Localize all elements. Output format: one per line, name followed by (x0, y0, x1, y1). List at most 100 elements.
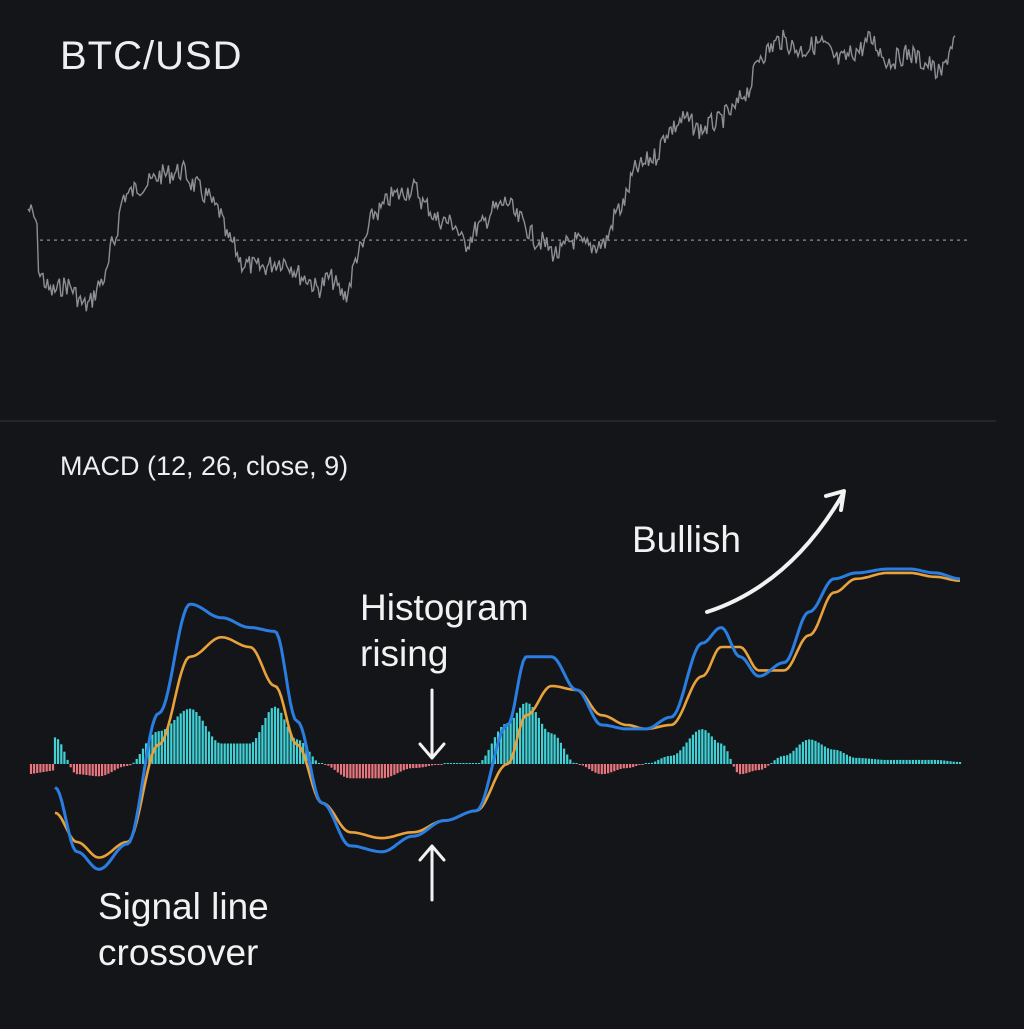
histogram-bar (585, 764, 588, 768)
histogram-bar (679, 750, 682, 764)
annotation-signal-line2: crossover (98, 932, 259, 973)
histogram-bar (179, 713, 182, 764)
histogram-bar (192, 709, 195, 764)
histogram-bar (311, 756, 314, 764)
histogram-bar (845, 754, 848, 764)
histogram-bar (801, 741, 804, 764)
histogram-bar (716, 742, 720, 764)
histogram-bar (641, 764, 644, 765)
histogram-bar (647, 763, 650, 764)
histogram-bar (842, 752, 845, 764)
histogram-bar (672, 755, 676, 764)
histogram-bar (943, 760, 946, 764)
histogram-bar (616, 764, 619, 770)
histogram-bar (468, 763, 471, 764)
histogram-bar (170, 723, 173, 764)
histogram-bar (751, 764, 754, 772)
histogram-bar (663, 757, 666, 764)
histogram-bar (691, 734, 694, 764)
histogram-bar (79, 764, 82, 775)
histogram-bar (427, 764, 430, 766)
histogram-bar (229, 743, 233, 764)
histogram-bar (126, 764, 129, 766)
histogram-bar (251, 742, 255, 764)
histogram-bar (75, 764, 79, 775)
histogram-bar (779, 756, 782, 764)
histogram-bar (484, 755, 487, 764)
histogram-bar (544, 728, 547, 764)
histogram-bar (418, 764, 421, 768)
histogram-bar (581, 764, 584, 766)
up-arrow-icon (418, 844, 446, 902)
histogram-bar (465, 763, 468, 764)
histogram-bar (732, 764, 735, 767)
histogram-bar (374, 764, 377, 779)
annotation-arrows (418, 489, 846, 902)
histogram-bar (729, 758, 732, 764)
histogram-bar (748, 764, 751, 773)
histogram-bar (72, 764, 75, 773)
histogram-bar (764, 764, 767, 768)
histogram-bar (798, 744, 801, 764)
annotation-signal-crossover: Signal line crossover (98, 884, 269, 976)
histogram-bar (33, 764, 36, 774)
histogram-bar (594, 764, 597, 773)
histogram-bar (440, 764, 443, 765)
histogram-bar (167, 726, 170, 764)
histogram-bar (575, 763, 578, 764)
histogram-bar (918, 759, 921, 764)
histogram-bar (541, 723, 544, 764)
histogram-bar (267, 712, 270, 764)
histogram-bar (97, 764, 101, 777)
histogram-bar (453, 763, 456, 764)
histogram-bar (380, 764, 383, 779)
histogram-bar (600, 764, 603, 775)
histogram-bar (123, 764, 126, 767)
histogram-bar (258, 732, 261, 764)
histogram-bar (735, 764, 738, 773)
histogram-bar (377, 764, 380, 779)
histogram-bar (836, 750, 839, 764)
histogram-bar (534, 712, 537, 764)
histogram-bar (242, 743, 245, 764)
histogram-bar (94, 764, 97, 777)
histogram-bar (657, 759, 660, 764)
histogram-bar (522, 703, 525, 764)
histogram-bar (861, 758, 864, 764)
histogram-bar (295, 739, 299, 764)
histogram-bar (723, 745, 726, 764)
histogram-bar (446, 763, 449, 764)
histogram-bar (264, 718, 267, 764)
histogram-bar (396, 764, 399, 774)
histogram-bar (814, 740, 817, 764)
histogram-bar (610, 764, 613, 773)
histogram-bar (556, 737, 559, 764)
histogram-bar (141, 748, 145, 764)
histogram-bar (773, 760, 776, 764)
histogram-bar (434, 764, 437, 765)
histogram-bar (896, 759, 899, 764)
histogram-bar (528, 703, 531, 764)
annotation-bullish: Bullish (632, 519, 741, 560)
histogram-bar (682, 746, 685, 764)
histogram-bar (292, 737, 295, 764)
histogram-bar (459, 763, 462, 764)
macd-line (54, 567, 961, 871)
histogram-bar (710, 736, 713, 764)
histogram-bar (757, 764, 760, 771)
histogram-bar (409, 764, 412, 769)
histogram-bar (804, 740, 808, 764)
histogram-bar (53, 737, 57, 764)
histogram-bar (163, 729, 167, 764)
histogram-bar (817, 742, 820, 764)
histogram-bar (119, 764, 123, 768)
histogram-bar (104, 764, 107, 776)
histogram-bar (886, 759, 889, 764)
histogram-bar (676, 753, 679, 764)
histogram-bar (578, 764, 581, 765)
histogram-bar (839, 751, 842, 764)
histogram-bar (958, 762, 962, 764)
histogram-bar (85, 764, 88, 775)
histogram-bar (553, 734, 556, 764)
histogram-bar (383, 764, 386, 779)
